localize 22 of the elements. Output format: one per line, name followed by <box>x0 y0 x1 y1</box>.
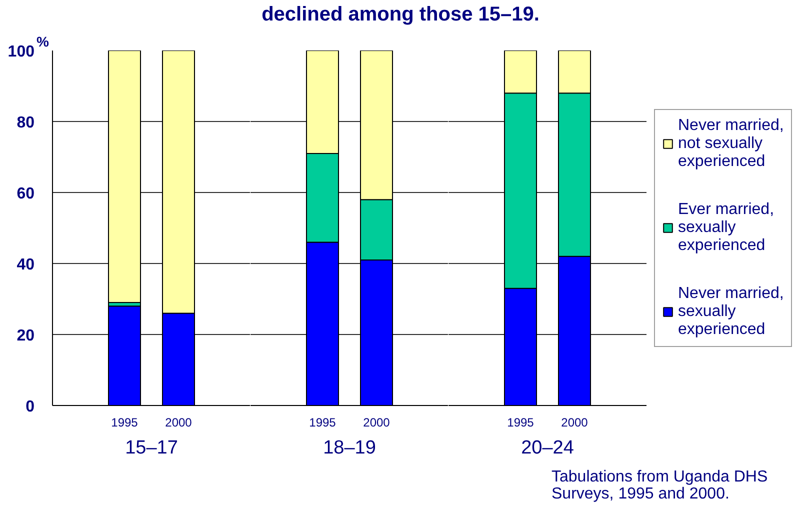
x-axis-title: 15–17 <box>125 438 178 458</box>
y-tick-label: 60 <box>16 186 35 202</box>
y-tick-label: 80 <box>16 114 35 132</box>
x-tick-label: 1995 <box>507 416 534 430</box>
legend-label: Never married, sexually experienced <box>678 284 784 338</box>
chart-title: declined among those 15–19. <box>262 4 540 26</box>
x-tick-label: 2000 <box>561 416 588 430</box>
legend-label: Ever married, sexually experienced <box>678 200 774 254</box>
x-axis-title: 18–19 <box>323 438 376 458</box>
y-tick-label: 20 <box>16 328 35 344</box>
x-tick-label: 1995 <box>309 416 336 430</box>
x-axis-title: 20–24 <box>521 438 574 458</box>
y-axis-title: % <box>36 34 50 50</box>
x-tick-label: 2000 <box>165 416 192 430</box>
x-tick-label: 1995 <box>111 416 138 430</box>
text: Tabulations from Uganda DHS Surveys, 1995 and 2000. <box>552 468 768 502</box>
x-tick-label: 2000 <box>363 416 390 430</box>
y-tick-label: 100 <box>8 44 35 60</box>
bar <box>108 50 141 304</box>
y-tick-label: 40 <box>16 256 35 274</box>
legend-label: Never married, not sexually experienced <box>678 116 784 170</box>
y-tick-label: 0 <box>26 398 35 416</box>
